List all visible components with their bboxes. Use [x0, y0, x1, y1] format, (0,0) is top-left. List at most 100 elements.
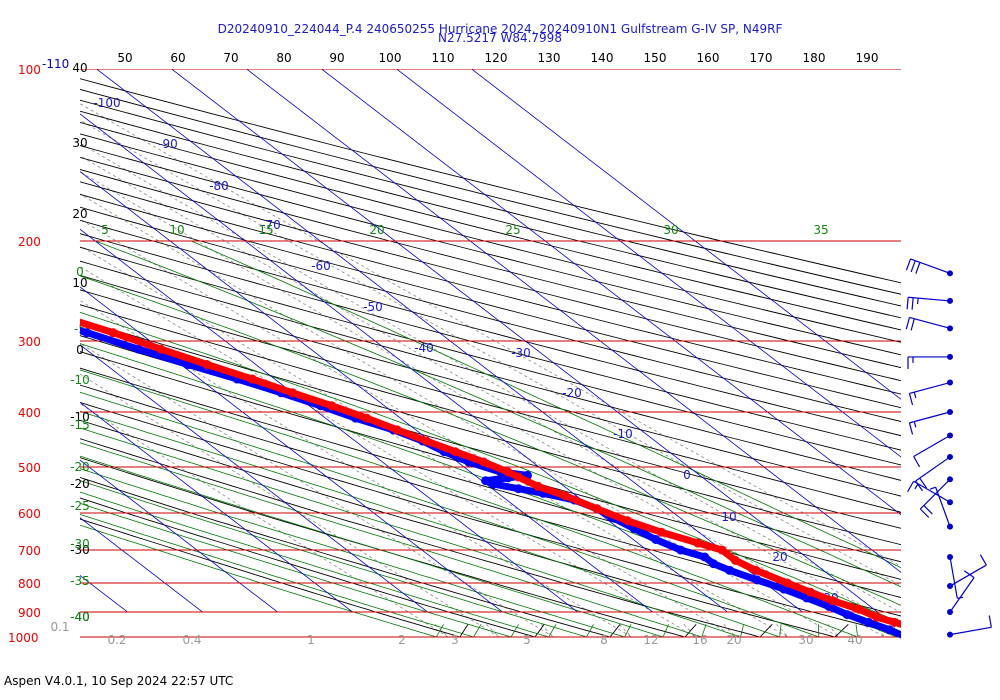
top-axis-tick-label: 190: [856, 51, 879, 65]
moist-adiabat-label: 35: [813, 223, 828, 237]
dry-adiabat-label: -10: [70, 410, 90, 424]
mixing-ratio-label: 3: [451, 633, 459, 647]
mixing-ratio-label: 1: [307, 633, 315, 647]
isotherm-line: [80, 344, 429, 613]
wind-barb: [929, 486, 953, 530]
dry-adiabat-label: -30: [70, 543, 90, 557]
dewpoint-line: [80, 327, 901, 639]
dewpoint-point: [700, 552, 710, 562]
chart-title-line2: N27.5217 W84.7998: [438, 31, 562, 45]
isotherm-line: [95, 69, 804, 613]
dry-adiabat-line: [80, 169, 901, 382]
temperature-point: [513, 472, 523, 482]
isotherm-label: 0: [683, 468, 691, 482]
dewpoint-point: [902, 633, 911, 642]
wind-barb: [905, 258, 953, 277]
pressure-tick-label: 600: [18, 507, 41, 521]
dry-adiabat-line: [80, 289, 901, 513]
isotherm-label: -20: [562, 386, 582, 400]
isotherm-label: -70: [261, 218, 281, 232]
temperature-point: [202, 360, 212, 370]
dry-adiabat-line: [80, 351, 901, 580]
pressure-tick-label: 300: [18, 335, 41, 349]
isotherm-line: [80, 113, 729, 613]
dry-adiabat-line: [80, 219, 901, 437]
dry-adiabat-label: -40: [70, 610, 90, 624]
pressure-tick-label-extra: -110: [42, 57, 69, 71]
mixing-ratio-line: [80, 245, 736, 638]
dewpoint-point: [514, 484, 524, 494]
top-axis-tick-label: 100: [379, 51, 402, 65]
dry-adiabat-line: [80, 518, 469, 638]
mixing-ratio-line: [80, 119, 901, 587]
dewpoint-point: [709, 559, 719, 569]
dry-adiabat-line: [80, 319, 901, 546]
temperature-point: [782, 578, 792, 588]
dry-adiabat-label: 0: [76, 343, 84, 357]
temperature-point: [108, 328, 118, 338]
mixing-ratio-label: 5: [523, 633, 531, 647]
wind-barb: [907, 480, 953, 506]
mixing-ratio-line: [80, 142, 901, 614]
temperature-point: [751, 565, 761, 575]
mixing-ratio-line: [80, 103, 901, 567]
moist-adiabat-line: [191, 240, 901, 569]
isotherm-line: [80, 286, 504, 613]
temperature-point: [247, 374, 257, 384]
temperature-point: [592, 504, 602, 514]
dry-adiabat-line: [80, 384, 901, 617]
isotherm-label: -40: [414, 341, 434, 355]
moist-adiabat-line: [80, 502, 519, 638]
dry-adiabat-line: [80, 193, 901, 409]
moist-adiabat-line: [80, 491, 557, 638]
isotherm-line: [0, 56, 53, 613]
moist-adiabat-line: [80, 427, 744, 638]
dry-adiabat-line: [80, 145, 901, 356]
isotherm-label: -90: [158, 137, 178, 151]
wind-barb: [908, 379, 953, 406]
moist-adiabat-label: -35: [70, 574, 90, 588]
temperature-point: [156, 344, 166, 354]
mixing-ratio-line: [80, 193, 840, 638]
wind-barb: [947, 570, 975, 615]
top-axis-tick-label: 80: [276, 51, 291, 65]
moist-adiabat-label: -10: [70, 373, 90, 387]
temperature-point: [503, 467, 513, 477]
temperature-point: [730, 555, 740, 565]
temperature-point: [693, 538, 703, 548]
wind-barb: [913, 432, 953, 468]
mixing-ratio-line: [80, 373, 500, 638]
temperature-point: [287, 388, 297, 398]
moist-adiabat-line: [80, 275, 901, 606]
moist-adiabat-line: [80, 311, 901, 624]
dry-adiabat-line: [80, 335, 901, 563]
pressure-tick-label: 900: [18, 606, 41, 620]
dry-adiabat-line: [80, 497, 545, 638]
temperature-point: [392, 425, 402, 435]
dewpoint-point: [863, 617, 873, 627]
top-axis-tick-label: 90: [329, 51, 344, 65]
dry-adiabat-line: [80, 274, 901, 497]
temperature-point: [327, 401, 337, 411]
isotherm-label: -10: [613, 427, 633, 441]
dry-adiabat-label: 10: [72, 276, 87, 290]
moist-adiabat-line: [80, 480, 594, 638]
dry-adiabat-line: [80, 121, 901, 331]
mixing-ratio-label: 12: [643, 633, 658, 647]
mixing-ratio-label: 30: [798, 633, 813, 647]
dewpoint-point: [35, 315, 44, 324]
dry-adiabat-line: [80, 401, 901, 636]
moist-adiabat-label: -25: [70, 499, 90, 513]
wind-barb: [907, 353, 953, 369]
dry-adiabat-line: [80, 156, 901, 369]
pressure-tick-label: 400: [18, 406, 41, 420]
dry-adiabat-line: [80, 246, 901, 466]
isotherm-line: [80, 517, 204, 613]
temperature-point: [872, 612, 882, 622]
dry-adiabat-line: [80, 476, 621, 638]
dry-adiabat-line: [80, 133, 901, 343]
chart-title-line1: D20240910_224044_P.4 240650255 Hurricane…: [218, 22, 783, 36]
temperature-point: [717, 545, 727, 555]
